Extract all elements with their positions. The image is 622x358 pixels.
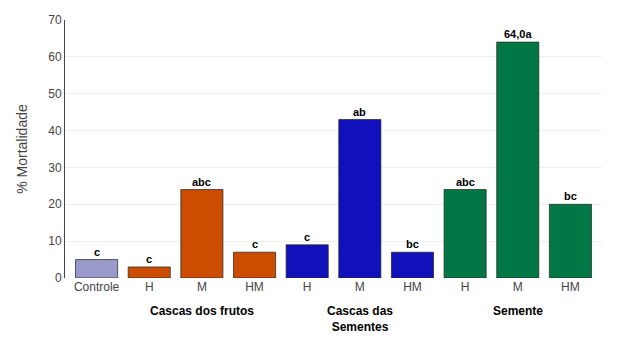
svg-text:30: 30 [48,161,62,175]
svg-text:Controle: Controle [74,280,120,294]
svg-text:H: H [461,280,470,294]
svg-text:ab: ab [353,106,366,118]
svg-text:Cascas dos frutos: Cascas dos frutos [150,304,254,318]
svg-text:HM: HM [403,280,422,294]
svg-text:abc: abc [456,176,475,188]
svg-text:% Mortalidade: % Mortalidade [14,104,30,194]
svg-text:M: M [197,280,207,294]
svg-text:60: 60 [48,50,62,64]
svg-text:HM: HM [561,280,580,294]
svg-text:0: 0 [55,271,62,285]
svg-text:50: 50 [48,87,62,101]
svg-text:40: 40 [48,124,62,138]
svg-text:c: c [304,231,310,243]
svg-text:20: 20 [48,197,62,211]
svg-text:Semente: Semente [493,304,543,318]
svg-text:c: c [94,246,100,258]
svg-text:bc: bc [564,190,577,202]
svg-text:64,0a: 64,0a [504,28,532,40]
svg-text:10: 10 [48,234,62,248]
svg-text:70: 70 [48,13,62,27]
svg-text:abc: abc [192,176,211,188]
svg-text:c: c [252,238,258,250]
svg-text:HM: HM [245,280,264,294]
svg-text:H: H [145,280,154,294]
svg-text:M: M [513,280,523,294]
svg-text:Cascas dasSementes: Cascas dasSementes [327,304,393,334]
svg-text:H: H [303,280,312,294]
svg-text:c: c [146,253,152,265]
svg-text:bc: bc [406,238,419,250]
svg-text:M: M [355,280,365,294]
